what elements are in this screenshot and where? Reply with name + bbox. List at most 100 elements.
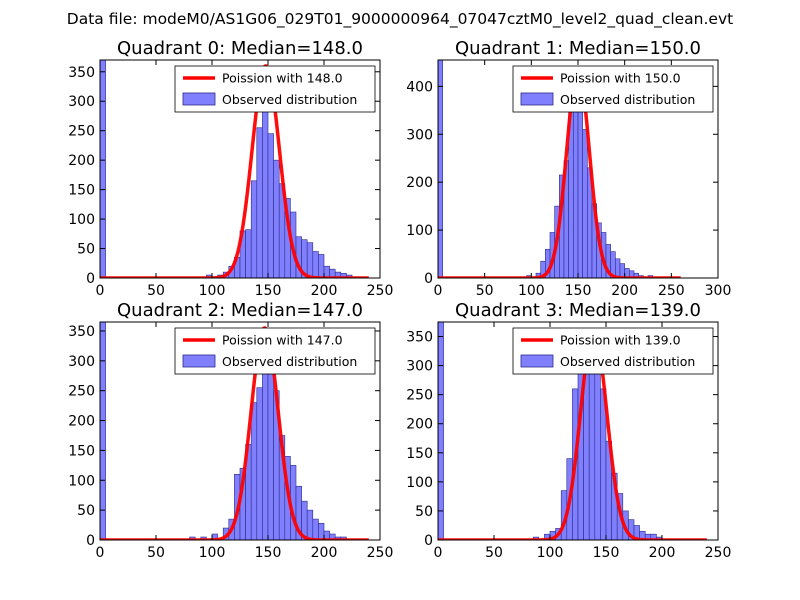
histogram-bar: [318, 254, 325, 278]
y-tick-label: 300: [406, 127, 433, 143]
y-tick-label: 250: [68, 124, 95, 140]
y-tick-label: 100: [68, 212, 95, 228]
y-tick-label: 50: [77, 242, 95, 258]
x-tick-label: 250: [367, 545, 394, 561]
legend-bar-swatch: [520, 354, 554, 368]
poisson-curve: [438, 67, 682, 278]
histogram-bar: [312, 251, 319, 278]
legend-bar-swatch: [182, 354, 216, 368]
x-tick-label: 50: [147, 283, 165, 299]
legend-bar-label: Observed distribution: [222, 92, 357, 107]
chart-title: Quadrant 1: Median=150.0: [455, 38, 701, 59]
y-tick-label: 0: [86, 533, 95, 549]
x-tick-label: 250: [367, 283, 394, 299]
legend-line-label: Poission with 148.0: [222, 71, 343, 86]
chart-title: Quadrant 3: Median=139.0: [455, 300, 701, 321]
y-tick-label: 50: [415, 504, 433, 520]
chart-title: Quadrant 0: Median=148.0: [117, 38, 363, 59]
histogram-bar: [312, 518, 319, 540]
chart-panel-2: 0 50 100 150 200 250 0 50 100 150 200 250 300 350 Quad…: [68, 300, 393, 561]
x-tick-label: 0: [434, 283, 443, 299]
histogram-bar: [594, 359, 601, 540]
histogram-bar: [100, 60, 106, 278]
y-tick-label: 250: [406, 388, 433, 404]
legend-box: [512, 327, 714, 375]
y-tick-label: 350: [406, 330, 433, 346]
x-tick-label: 0: [96, 283, 105, 299]
x-tick-label: 100: [537, 545, 564, 561]
y-tick-label: 400: [406, 79, 433, 95]
histogram-bar: [250, 402, 258, 540]
y-tick-label: 300: [406, 359, 433, 375]
chart-title: Quadrant 2: Median=147.0: [117, 300, 363, 321]
x-tick-label: 50: [485, 545, 503, 561]
y-tick-label: 200: [68, 414, 95, 430]
x-tick-label: 0: [434, 545, 443, 561]
x-tick-label: 200: [311, 545, 338, 561]
x-tick-label: 150: [565, 283, 592, 299]
axes-frame: [99, 59, 381, 279]
y-tick-label: 0: [86, 271, 95, 287]
histogram-bar: [100, 322, 106, 540]
y-tick-label: 200: [406, 175, 433, 191]
y-tick-label: 200: [406, 417, 433, 433]
legend-line-label: Poission with 139.0: [560, 333, 681, 348]
axes-frame: [99, 321, 381, 541]
y-tick-label: 0: [424, 533, 433, 549]
histogram-bar: [577, 83, 583, 278]
histogram-bar: [306, 242, 314, 278]
y-tick-label: 200: [68, 153, 95, 169]
legend: Poission with 150.0 Observed distribution: [512, 65, 714, 113]
x-tick-label: 250: [658, 283, 685, 299]
y-tick-label: 350: [68, 65, 95, 81]
y-tick-label: 250: [68, 384, 95, 400]
x-tick-label: 50: [147, 545, 165, 561]
y-tick-label: 300: [68, 94, 95, 110]
y-tick-label: 150: [68, 443, 95, 459]
histogram-bar: [582, 129, 588, 278]
histogram-bar: [262, 366, 269, 540]
figure-title: Data file: modeM0/AS1G06_029T01_90000009…: [67, 10, 733, 29]
y-tick-label: 150: [406, 446, 433, 462]
legend-line-label: Poission with 150.0: [560, 71, 681, 86]
histogram-bar: [318, 522, 325, 540]
histogram-bar: [438, 60, 443, 278]
histogram-bar: [267, 354, 274, 540]
y-tick-label: 0: [424, 271, 433, 287]
legend-bar-label: Observed distribution: [560, 92, 695, 107]
histogram-bar: [250, 180, 258, 278]
y-tick-label: 100: [406, 223, 433, 239]
legend-line-label: Poission with 147.0: [222, 333, 343, 348]
x-tick-label: 300: [705, 283, 732, 299]
legend-bar-label: Observed distribution: [222, 354, 357, 369]
histogram-bar: [256, 387, 263, 540]
histogram-bar: [256, 127, 263, 278]
histogram-bar: [588, 344, 596, 540]
y-tick-label: 150: [68, 183, 95, 199]
y-tick-label: 100: [406, 475, 433, 491]
x-tick-label: 50: [476, 283, 494, 299]
y-tick-label: 300: [68, 354, 95, 370]
histogram-bar: [306, 509, 314, 540]
histogram-bar: [438, 322, 444, 540]
legend: Poission with 139.0 Observed distribution: [512, 327, 714, 375]
histogram-bar: [273, 159, 280, 278]
histogram-bar: [262, 106, 269, 278]
legend-bar-label: Observed distribution: [560, 354, 695, 369]
plot-area: [438, 60, 682, 278]
histogram-bar: [619, 263, 625, 278]
chart-panel-1: 0 50 100 150 200 250 300 0 100 200 300 400 Quadrant …: [406, 38, 731, 299]
x-tick-label: 0: [96, 545, 105, 561]
legend-bar-swatch: [520, 92, 554, 106]
histogram-bar: [615, 258, 621, 278]
x-tick-label: 250: [705, 545, 732, 561]
legend-bar-swatch: [182, 92, 216, 106]
x-tick-label: 200: [611, 283, 638, 299]
x-tick-label: 200: [311, 283, 338, 299]
plot-area: [438, 322, 708, 540]
x-tick-label: 150: [255, 283, 282, 299]
axes-frame: [437, 321, 719, 541]
legend: Poission with 147.0 Observed distribution: [174, 327, 376, 375]
x-tick-label: 150: [593, 545, 620, 561]
